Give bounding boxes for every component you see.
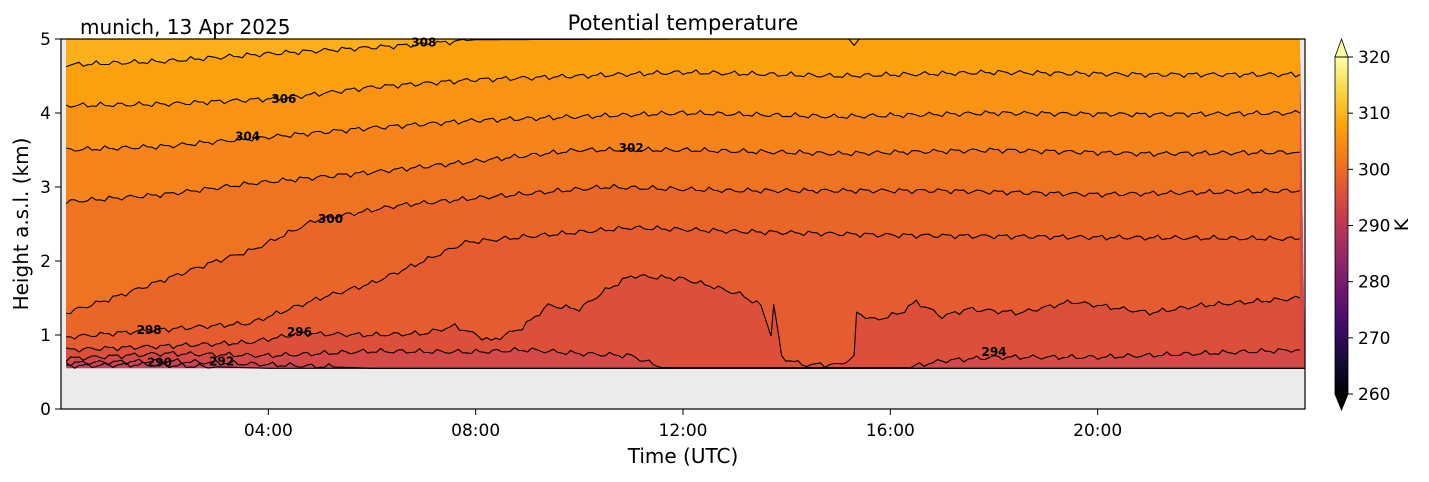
contour-label: 296	[287, 325, 312, 339]
contour-line-292	[65, 358, 1305, 369]
contour-label: 304	[235, 130, 260, 144]
colorbar-tick-label: 300	[1358, 160, 1390, 180]
contour-line-300	[66, 183, 1300, 315]
colorbar-tick-label: 280	[1358, 273, 1390, 293]
colorbar-gradient	[1335, 57, 1348, 394]
contour-line-296	[66, 273, 1301, 369]
x-tick-label: 16:00	[866, 421, 915, 441]
y-tick-label: 1	[40, 326, 51, 346]
x-tick-label: 04:00	[244, 421, 293, 441]
y-axis-label: Height a.s.l. (km)	[9, 138, 33, 311]
contour-line-306	[65, 69, 1301, 108]
x-tick-label: 08:00	[451, 421, 500, 441]
y-tick-label: 0	[40, 400, 51, 420]
colorbar-extend-max	[1334, 37, 1349, 58]
contour-label: 300	[318, 212, 343, 226]
x-tick-label: 20:00	[1073, 421, 1122, 441]
contour-line-304	[66, 109, 1301, 152]
contour-band-308	[66, 39, 1300, 67]
contour-line-308	[65, 39, 1300, 68]
colorbar-tick-label: 260	[1358, 385, 1390, 405]
chart-title: Potential temperature	[568, 11, 799, 35]
y-axis: 0 1 2 3 4 5	[40, 30, 61, 420]
x-tick-label: 12:00	[659, 421, 708, 441]
contour-label: 292	[209, 355, 234, 369]
contour-band-306	[66, 39, 1300, 108]
x-axis: 04:00 08:00 12:00 16:00 20:00	[244, 409, 1122, 441]
colorbar-extend-min	[1334, 393, 1349, 412]
colorbar-tick-label: 270	[1358, 329, 1390, 349]
location-date-label: munich, 13 Apr 2025	[80, 15, 290, 39]
contour-label: 302	[619, 141, 644, 155]
y-tick-label: 4	[40, 104, 51, 124]
colorbar-tick-label: 310	[1358, 104, 1390, 124]
colorbar-ticks: 260 270 280 290 300 310 320	[1348, 48, 1390, 405]
y-tick-label: 3	[40, 178, 51, 198]
contour-label: 308	[411, 36, 436, 50]
contour-line-298	[66, 225, 1300, 340]
colorbar-tick-label: 290	[1358, 217, 1390, 237]
y-tick-label: 5	[40, 30, 51, 50]
contour-label: 290	[147, 355, 172, 369]
colorbar: 260 270 280 290 300 310 320 K	[1334, 37, 1413, 412]
colorbar-label: K	[1391, 218, 1413, 231]
y-tick-label: 2	[40, 252, 51, 272]
contour-line-302	[65, 146, 1300, 205]
contour-label: 306	[271, 92, 296, 106]
contour-label: 298	[137, 323, 162, 337]
contour-label: 294	[981, 345, 1006, 359]
contour-line-294	[65, 346, 1300, 369]
contour-lines	[65, 39, 1305, 369]
contour-fills	[66, 39, 1305, 369]
colorbar-tick-label: 320	[1358, 48, 1390, 68]
x-axis-label: Time (UTC)	[627, 444, 739, 468]
